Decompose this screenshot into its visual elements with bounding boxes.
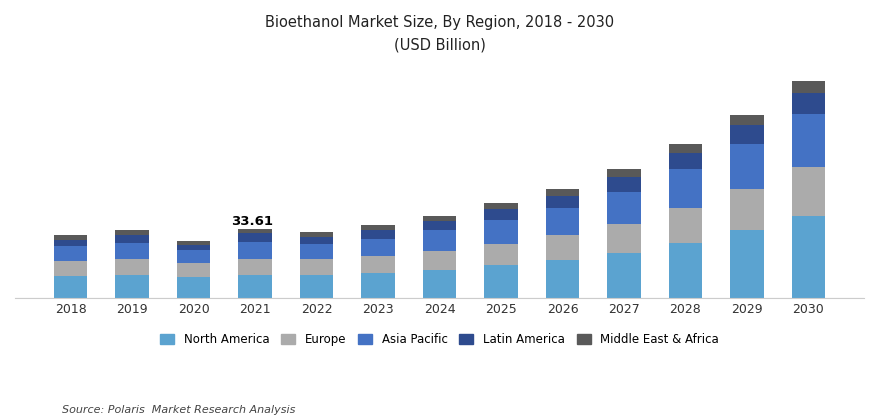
Bar [791,216,824,298]
Bar [115,275,148,298]
Bar [176,263,210,277]
Bar [422,251,456,270]
Bar [176,241,210,245]
Bar [484,209,517,220]
Bar [668,243,702,298]
Bar [484,203,517,209]
Bar [176,277,210,298]
Bar [730,115,763,125]
Bar [668,153,702,169]
Bar [361,256,394,273]
Bar [791,93,824,114]
Bar [791,81,824,93]
Bar [730,144,763,189]
Bar [422,230,456,251]
Bar [607,191,640,224]
Bar [730,189,763,230]
Bar [299,275,333,298]
Bar [299,243,333,259]
Bar [54,235,87,240]
Bar [545,189,579,196]
Bar [115,230,148,235]
Bar [484,220,517,243]
Legend: North America, Europe, Asia Pacific, Latin America, Middle East & Africa: North America, Europe, Asia Pacific, Lat… [155,328,723,351]
Bar [545,196,579,208]
Text: 33.61: 33.61 [231,215,272,228]
Bar [238,275,271,298]
Bar [791,114,824,167]
Bar [668,208,702,243]
Bar [730,125,763,144]
Bar [607,253,640,298]
Bar [299,236,333,243]
Bar [176,245,210,250]
Bar [115,235,148,243]
Bar [54,276,87,298]
Bar [54,261,87,276]
Bar [54,246,87,261]
Bar [545,208,579,235]
Bar [607,169,640,177]
Bar [361,273,394,298]
Bar [115,243,148,259]
Bar [238,229,271,233]
Bar [238,242,271,259]
Bar [54,240,87,246]
Bar [422,216,456,221]
Bar [299,259,333,275]
Bar [668,169,702,208]
Bar [238,233,271,242]
Text: Source: Polaris  Market Research Analysis: Source: Polaris Market Research Analysis [61,405,295,415]
Bar [115,259,148,275]
Bar [361,230,394,238]
Bar [545,235,579,260]
Bar [299,233,333,236]
Title: Bioethanol Market Size, By Region, 2018 - 2030
(USD Billion): Bioethanol Market Size, By Region, 2018 … [264,15,614,52]
Bar [361,238,394,256]
Bar [238,259,271,275]
Bar [422,270,456,298]
Bar [361,225,394,230]
Bar [730,230,763,298]
Bar [422,221,456,230]
Bar [668,144,702,153]
Bar [484,265,517,298]
Bar [607,224,640,253]
Bar [607,177,640,191]
Bar [484,243,517,265]
Bar [176,250,210,263]
Bar [545,260,579,298]
Bar [791,167,824,216]
